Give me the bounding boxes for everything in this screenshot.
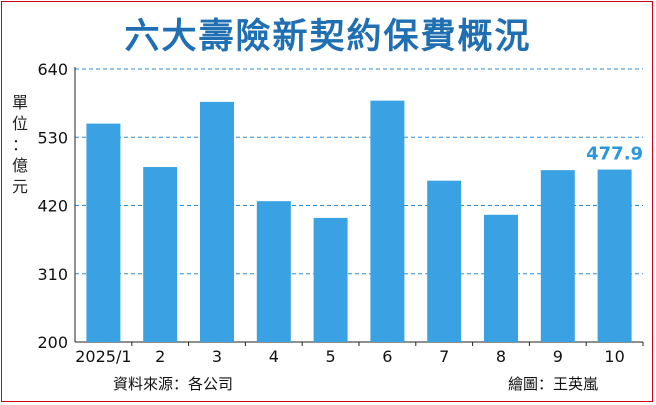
x-tick-label: 8	[496, 347, 506, 366]
bar	[597, 169, 632, 342]
bar	[484, 214, 518, 342]
y-tick-label: 420	[37, 197, 68, 216]
x-tick-label: 5	[326, 347, 336, 366]
x-tick-label: 3	[212, 347, 222, 366]
bar	[86, 123, 121, 342]
bar	[540, 170, 575, 342]
unit-label-char: 單	[11, 93, 28, 112]
unit-label-char: 位	[11, 114, 28, 133]
unit-label-char: 億	[11, 156, 28, 175]
x-tick-label: 2	[155, 347, 165, 366]
unit-label: 單 位 ： 億 元	[10, 92, 30, 197]
unit-label-char: 元	[11, 177, 28, 196]
bar	[256, 201, 291, 342]
x-tick-label: 6	[382, 347, 392, 366]
x-tick-label: 2025/1	[75, 347, 131, 366]
y-tick-label: 200	[37, 333, 68, 352]
x-tick-label: 10	[604, 347, 624, 366]
x-tick-label: 9	[553, 347, 563, 366]
data-label: 477.9	[586, 144, 643, 165]
bar	[370, 100, 405, 342]
y-tick-label: 640	[37, 60, 68, 79]
chart-title: 六大壽險新契約保費概況	[124, 17, 532, 57]
bar	[143, 167, 178, 342]
x-tick-label: 4	[269, 347, 279, 366]
bar	[200, 101, 234, 342]
bar	[313, 217, 348, 342]
unit-label-char: ：	[11, 135, 28, 154]
bar	[427, 180, 462, 342]
y-tick-label: 530	[37, 128, 68, 147]
credit-note: 繪圖：王英嵐	[508, 375, 599, 393]
source-note: 資料來源：各公司	[113, 375, 234, 393]
y-tick-label: 310	[37, 265, 68, 284]
x-tick-label: 7	[439, 347, 449, 366]
